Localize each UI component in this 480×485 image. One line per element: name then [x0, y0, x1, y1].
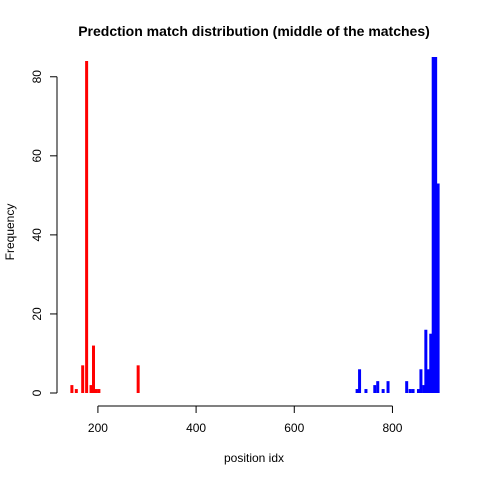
chart-title: Predction match distribution (middle of …	[78, 23, 430, 39]
x-tick-label: 200	[88, 421, 108, 435]
x-tick-label: 800	[382, 421, 402, 435]
x-axis-label: position idx	[224, 451, 284, 465]
x-axis: 200 400 600 800	[88, 405, 403, 435]
bars-layer	[70, 57, 440, 393]
y-tick-label: 40	[30, 228, 44, 242]
y-tick-label: 0	[30, 389, 44, 396]
y-tick-label: 60	[30, 149, 44, 163]
y-tick-label: 80	[30, 70, 44, 84]
y-axis: 0 20 40 60 80	[30, 70, 58, 396]
y-axis-label: Frequency	[3, 204, 17, 261]
x-tick-label: 400	[186, 421, 206, 435]
y-tick-label: 20	[30, 307, 44, 321]
x-tick-label: 600	[284, 421, 304, 435]
